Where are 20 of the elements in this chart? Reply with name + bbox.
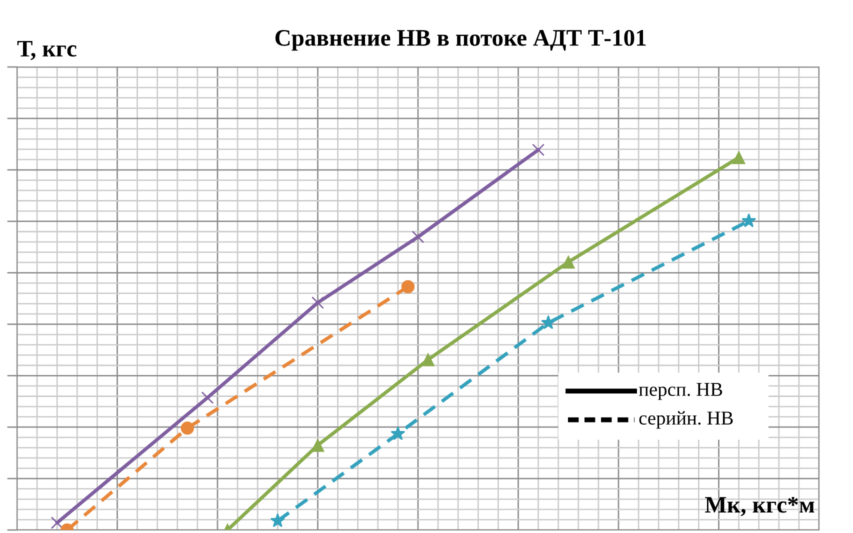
point xyxy=(401,280,415,294)
y-axis-title: Т, кгс xyxy=(17,40,76,60)
annotation: персп. НВ xyxy=(638,383,722,400)
point xyxy=(201,391,214,404)
point xyxy=(311,438,324,452)
point xyxy=(421,353,435,366)
point xyxy=(412,230,424,244)
x-axis-title: Мк, кгс*м xyxy=(705,496,814,516)
point xyxy=(180,422,194,435)
annotation: серийн. НВ xyxy=(639,411,733,429)
point xyxy=(562,255,575,269)
point xyxy=(742,213,756,228)
point xyxy=(270,513,285,528)
point xyxy=(541,315,556,330)
point xyxy=(532,144,545,156)
point xyxy=(390,426,406,440)
point xyxy=(50,516,64,530)
chart-title: Сравнение НВ в потоке АДТ Т-101 xyxy=(275,30,646,51)
point xyxy=(732,150,746,164)
point xyxy=(312,296,324,309)
